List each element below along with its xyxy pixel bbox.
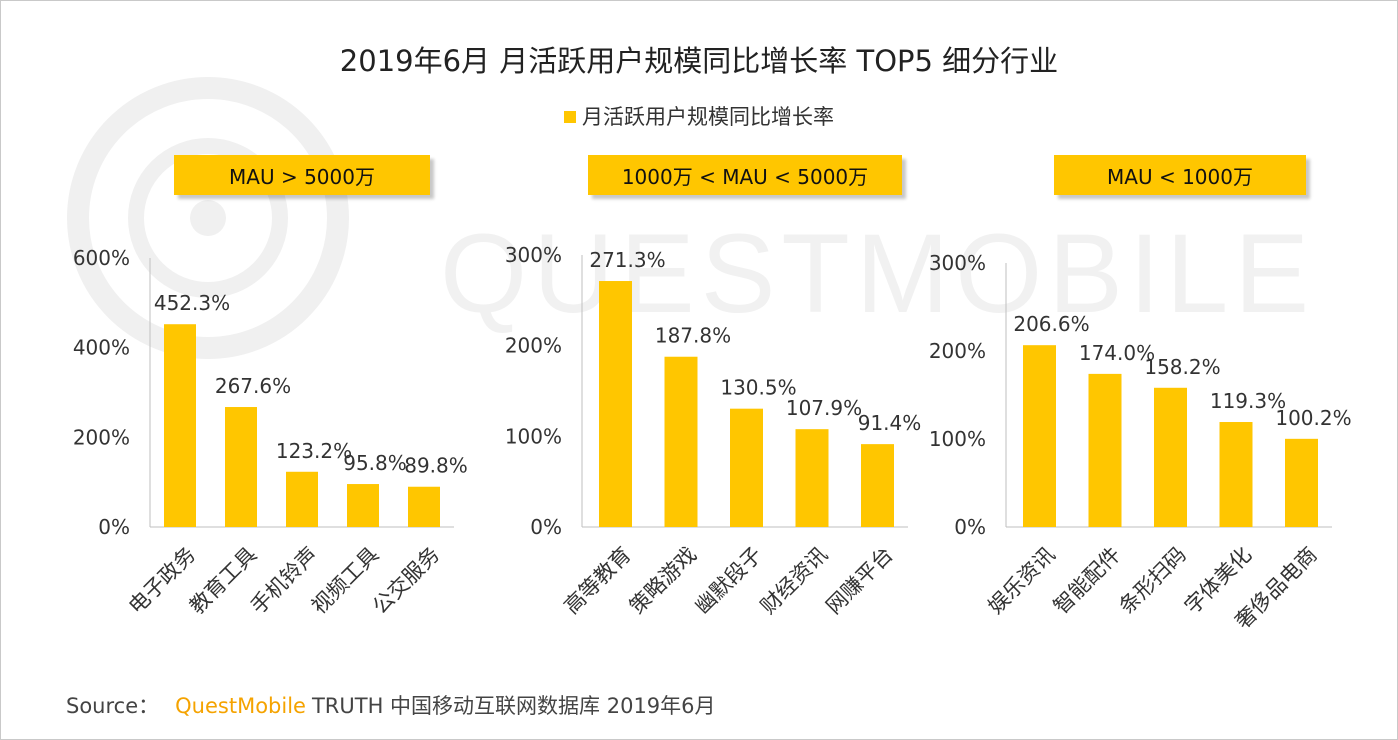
source-label: Source： bbox=[66, 694, 160, 718]
y-tick-label: 100% bbox=[929, 427, 986, 451]
data-label: 452.3% bbox=[154, 291, 230, 315]
x-tick-label: 高等教育 bbox=[559, 542, 635, 618]
legend: 月活跃用户规模同比增长率 bbox=[0, 101, 1398, 131]
bar bbox=[286, 471, 318, 527]
x-tick-label: 策略游戏 bbox=[625, 542, 701, 618]
data-label: 107.9% bbox=[786, 396, 862, 420]
chart-title: 2019年6月 月活跃用户规模同比增长率 TOP5 细分行业 bbox=[339, 44, 1059, 78]
y-tick-label: 100% bbox=[505, 424, 562, 448]
source-text: TRUTH 中国移动互联网数据库 2019年6月 bbox=[311, 694, 716, 718]
y-tick-label: 200% bbox=[929, 339, 986, 363]
x-tick-label: 娱乐资讯 bbox=[983, 542, 1059, 618]
x-tick-label: 电子政务 bbox=[124, 542, 200, 618]
y-tick-label: 200% bbox=[505, 334, 562, 358]
bar bbox=[664, 356, 698, 527]
data-label: 119.3% bbox=[1210, 389, 1286, 413]
bar bbox=[1023, 345, 1056, 527]
data-label: 130.5% bbox=[720, 376, 796, 400]
y-tick-label: 300% bbox=[929, 251, 986, 275]
bar bbox=[347, 484, 379, 527]
bar bbox=[1088, 373, 1122, 527]
bar bbox=[1154, 387, 1187, 527]
data-label: 89.8% bbox=[404, 454, 468, 478]
bar bbox=[795, 429, 829, 527]
source-note: Source： QuestMobile TRUTH 中国移动互联网数据库 2019年… bbox=[66, 690, 716, 720]
x-tick-label: 财经资讯 bbox=[756, 542, 832, 618]
tier-label-medium: 1000万 < MAU < 5000万 bbox=[588, 155, 902, 195]
data-label: 206.6% bbox=[1013, 312, 1089, 336]
legend-label: 月活跃用户规模同比增长率 bbox=[582, 105, 834, 129]
bar bbox=[225, 407, 257, 527]
y-tick-label: 200% bbox=[73, 425, 130, 449]
y-tick-label: 0% bbox=[954, 515, 986, 539]
x-tick-label: 幽默段子 bbox=[690, 542, 766, 618]
data-label: 267.6% bbox=[215, 374, 291, 398]
x-tick-label: 公交服务 bbox=[368, 542, 444, 618]
y-tick-label: 300% bbox=[505, 243, 562, 267]
tier-label-small: MAU < 1000万 bbox=[1054, 155, 1306, 195]
bar bbox=[861, 444, 894, 527]
tier-label-large: MAU > 5000万 bbox=[174, 155, 430, 195]
y-tick-label: 0% bbox=[98, 515, 130, 539]
x-tick-label: 条形扫码 bbox=[1114, 542, 1190, 618]
data-label: 187.8% bbox=[655, 324, 731, 348]
y-tick-label: 400% bbox=[73, 336, 130, 360]
bar bbox=[599, 281, 632, 527]
bar bbox=[408, 486, 440, 527]
bar bbox=[164, 324, 196, 527]
x-tick-label: 视频工具 bbox=[307, 542, 383, 618]
bar bbox=[1285, 438, 1318, 527]
data-label: 100.2% bbox=[1275, 406, 1351, 430]
x-tick-label: 智能配件 bbox=[1049, 542, 1125, 618]
x-tick-label: 教育工具 bbox=[185, 542, 261, 618]
bar bbox=[730, 408, 763, 527]
data-label: 158.2% bbox=[1144, 355, 1220, 379]
data-label: 123.2% bbox=[276, 439, 352, 463]
data-label: 95.8% bbox=[343, 451, 407, 475]
x-tick-label: 网赚平台 bbox=[821, 542, 897, 618]
watermark-text: QUESTMOBILE bbox=[440, 211, 1315, 336]
data-label: 271.3% bbox=[589, 248, 665, 272]
source-brand: QuestMobile bbox=[175, 694, 306, 718]
y-tick-label: 0% bbox=[530, 515, 562, 539]
bar bbox=[1219, 422, 1253, 527]
data-label: 91.4% bbox=[858, 411, 922, 435]
legend-swatch bbox=[564, 111, 576, 123]
x-tick-label: 手机铃声 bbox=[246, 542, 322, 618]
y-tick-label: 600% bbox=[73, 246, 130, 270]
data-label: 174.0% bbox=[1079, 341, 1155, 365]
